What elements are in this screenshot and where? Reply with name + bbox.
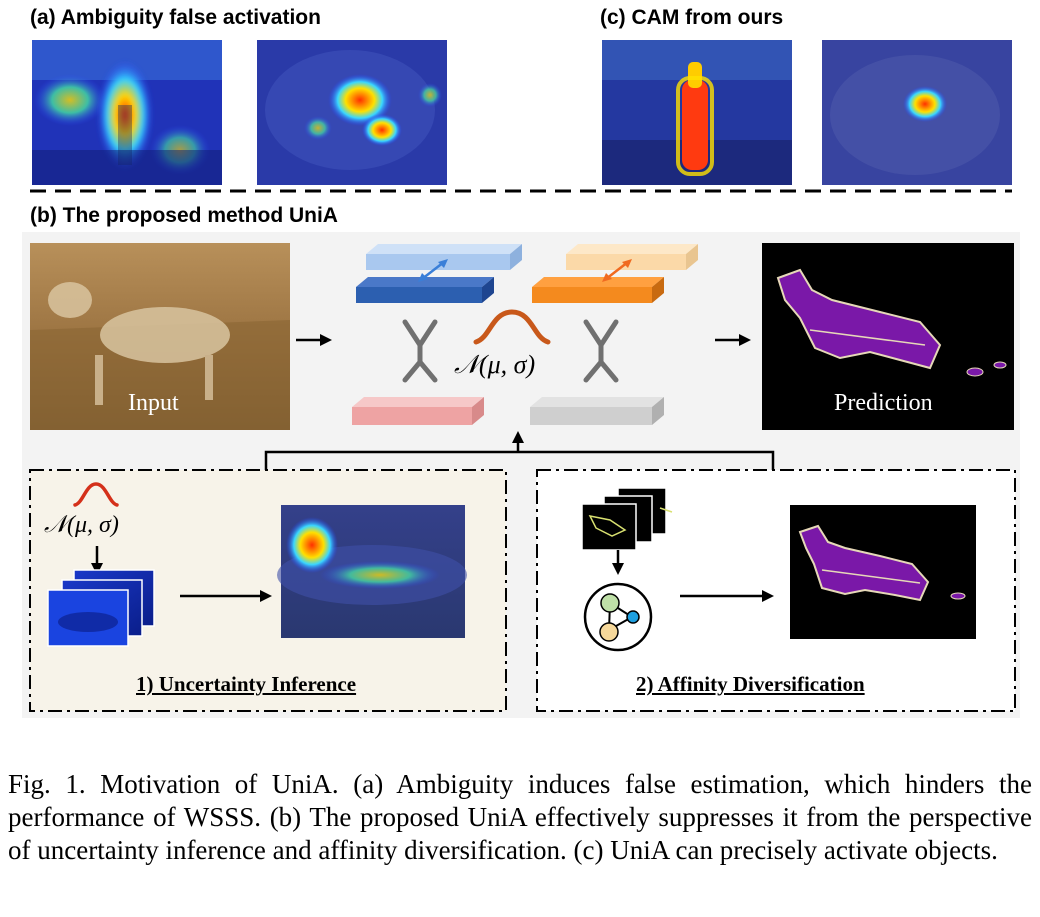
section-c-title: (c) CAM from ours (600, 6, 784, 29)
gaussian-curve-icon (473, 309, 551, 345)
section-a-title: (a) Ambiguity false activation (30, 6, 321, 29)
feature-slab-red (352, 397, 484, 425)
arrow-to-cam (180, 590, 272, 602)
y-connector-right (583, 319, 619, 383)
figure-canvas (22, 40, 1020, 718)
input-image (30, 243, 290, 430)
y-connector-left (402, 319, 438, 383)
input-label: Input (128, 390, 179, 416)
prediction-label: Prediction (834, 390, 933, 416)
arrow-down-2-head (612, 563, 624, 575)
graph-icon (583, 582, 653, 652)
arrow-features-to-prediction (715, 334, 751, 346)
arrow-down-1-head (91, 563, 103, 575)
cam-medical-ambiguous (257, 40, 447, 185)
panel2-title: 2) Affinity Diversification (636, 672, 865, 696)
section-b-title: (b) The proposed method UniA (30, 204, 338, 227)
uncertainty-cam-image (277, 505, 467, 638)
feature-slab-orange-light (566, 244, 698, 270)
sampled-maps-stack (47, 569, 155, 647)
swap-arrow-blue (418, 259, 448, 282)
feature-slab-blue-dark (356, 277, 494, 303)
gaussian-label-small: 𝒩(μ, σ) (44, 512, 119, 538)
arrow-to-affinity-prediction (680, 590, 774, 602)
feature-slab-gray (530, 397, 664, 425)
affinity-maps-stack (581, 487, 673, 551)
gaussian-curve-small-icon (73, 482, 119, 507)
cam-bottle-ours (602, 40, 792, 185)
swap-arrow-orange (602, 259, 632, 282)
gaussian-label: 𝒩(μ, σ) (454, 350, 536, 379)
figure-caption: Fig. 1. Motivation of UniA. (a) Ambiguit… (8, 769, 1032, 865)
arrow-input-to-features (296, 334, 332, 346)
prediction-image (762, 243, 1014, 430)
merge-arrow-head (512, 431, 524, 443)
panel1-title: 1) Uncertainty Inference (136, 672, 357, 696)
feature-slab-orange-dark (532, 277, 664, 303)
cam-bottle-ambiguous (32, 40, 222, 185)
affinity-prediction-image (790, 505, 976, 639)
cam-medical-ours (822, 40, 1012, 185)
